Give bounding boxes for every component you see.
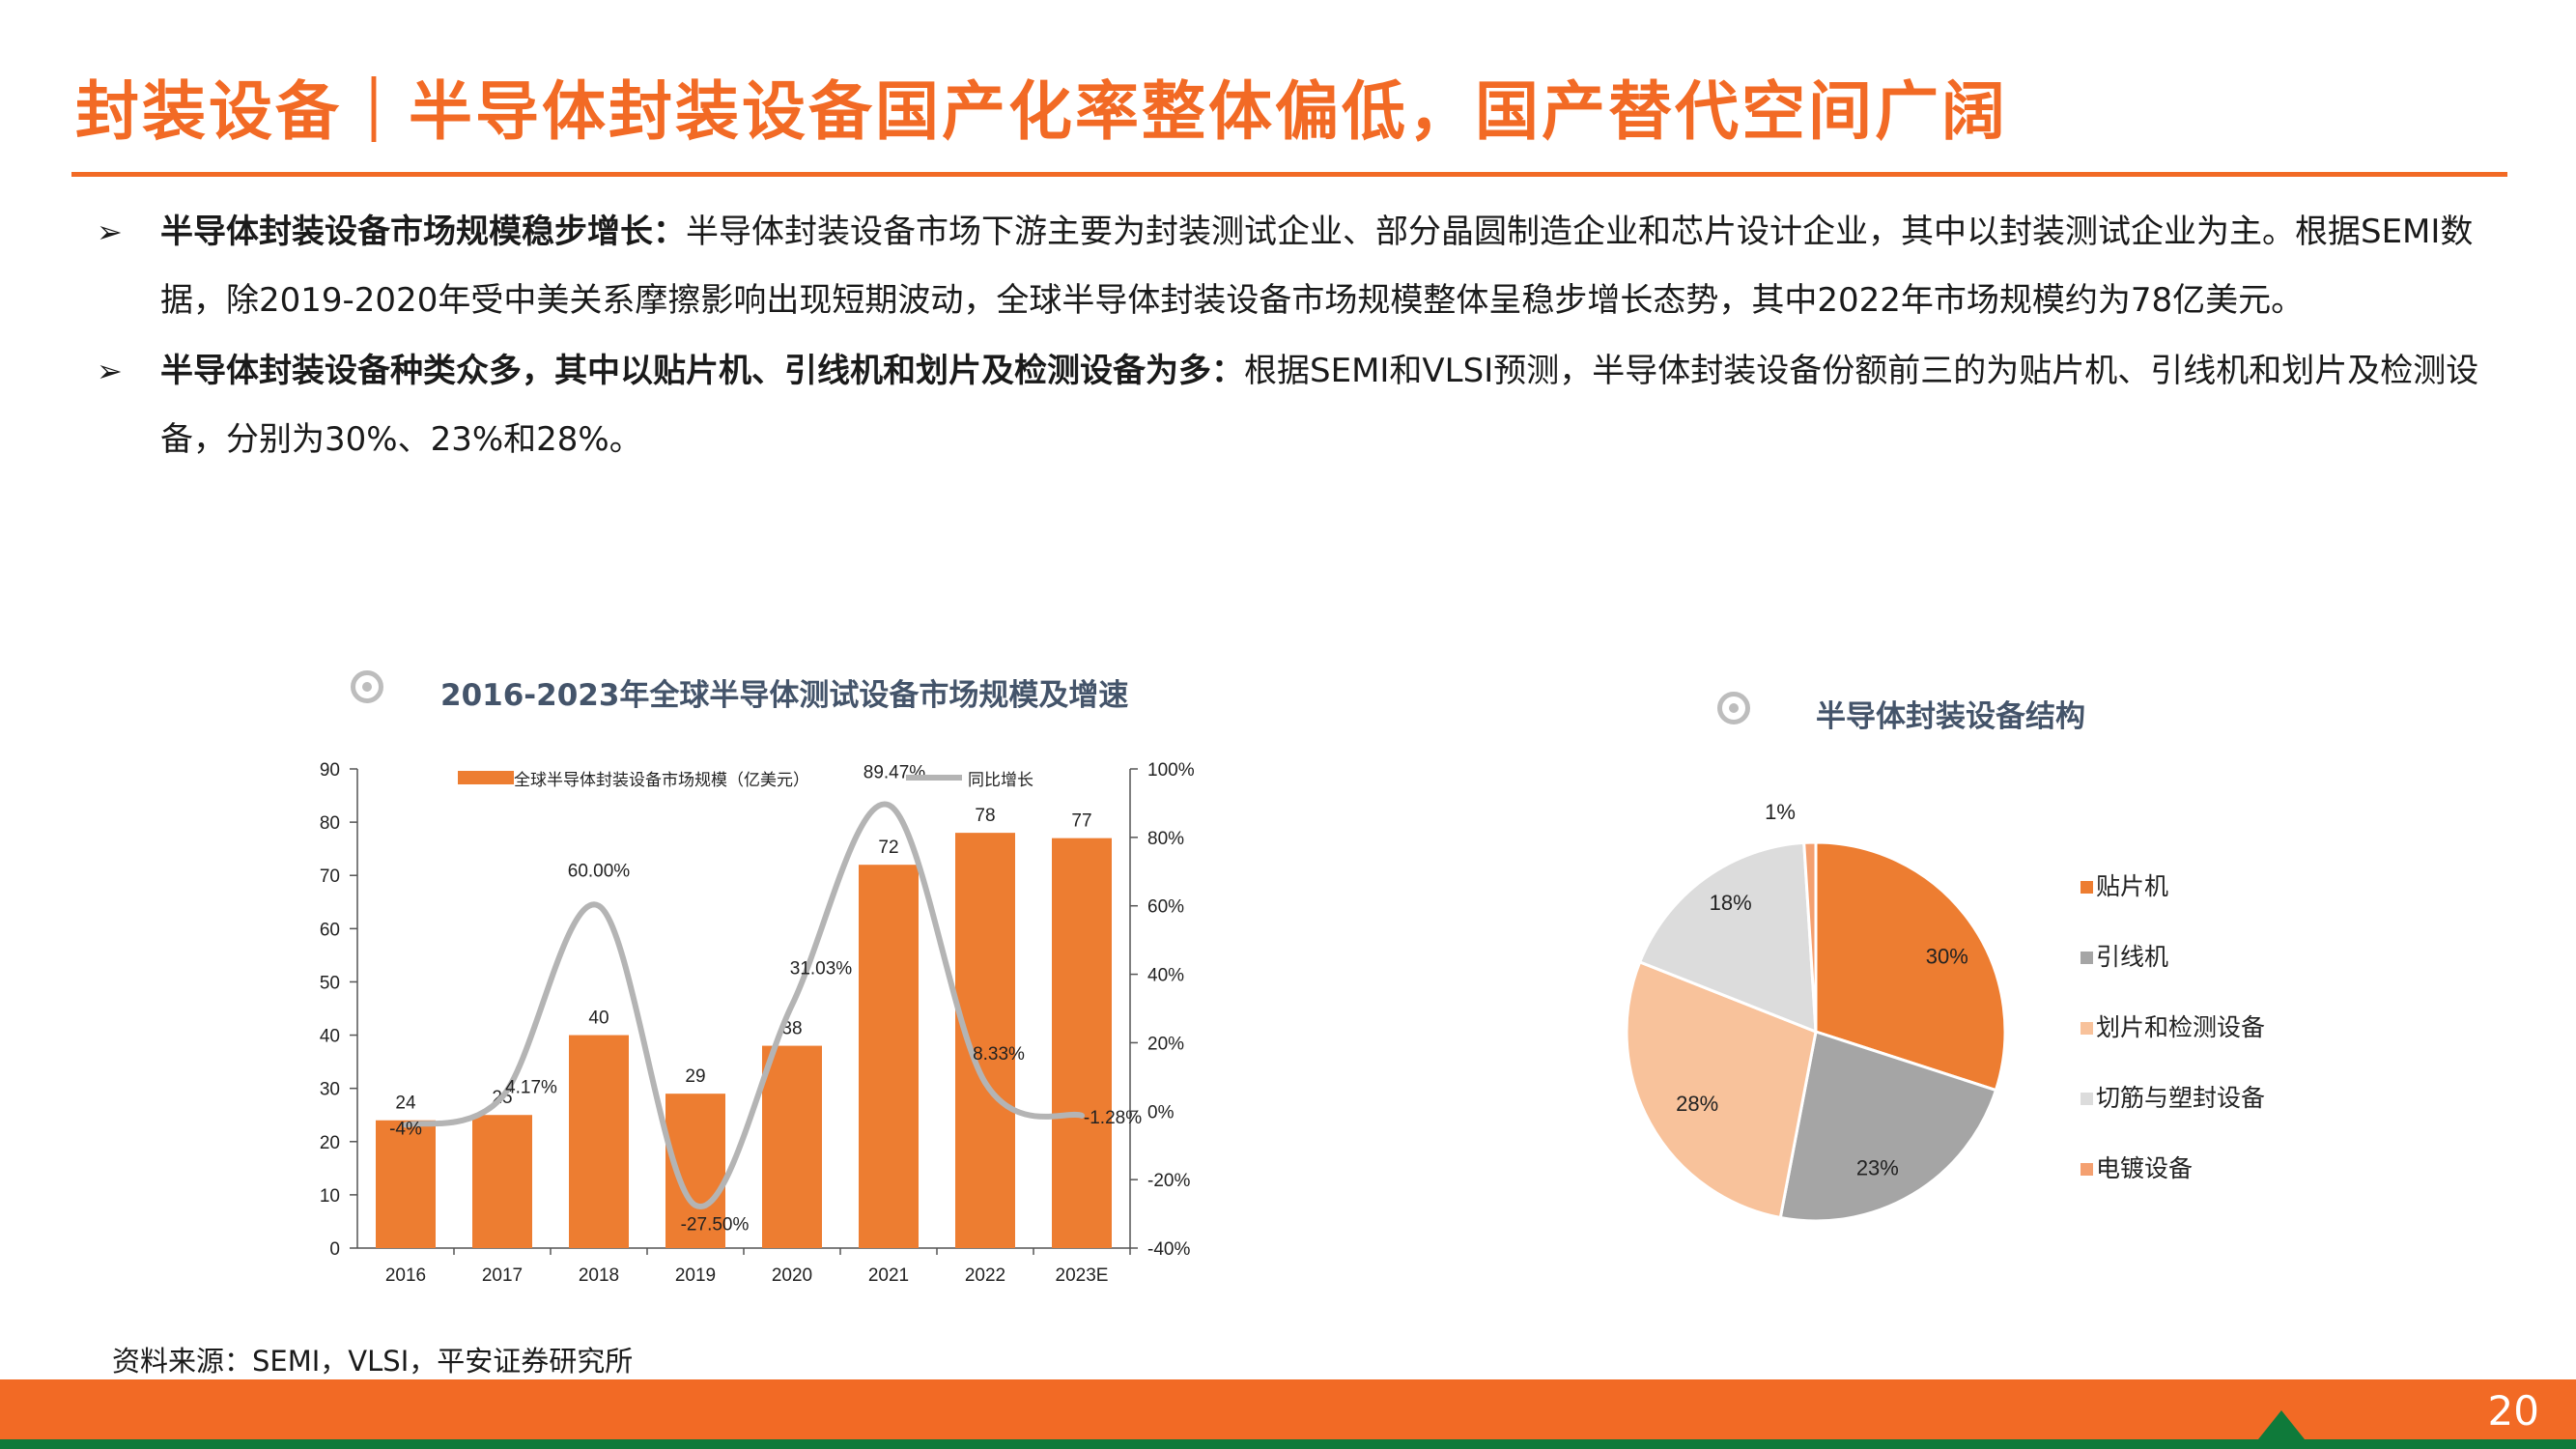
title-divider xyxy=(71,172,2507,177)
x-tick-label: 2020 xyxy=(772,1265,812,1285)
bar-value-label: 24 xyxy=(395,1094,416,1114)
x-tick-label: 2019 xyxy=(675,1265,716,1285)
bar xyxy=(376,1120,436,1248)
left-tick-label: 50 xyxy=(320,973,340,993)
right-tick-label: 20% xyxy=(1147,1034,1184,1054)
growth-value-label: -27.50% xyxy=(681,1215,750,1236)
right-tick-label: -40% xyxy=(1147,1239,1190,1260)
legend-line-label: 同比增长 xyxy=(968,771,1033,789)
right-tick-label: 100% xyxy=(1147,760,1195,781)
right-tick-label: 60% xyxy=(1147,897,1184,918)
pie-slice xyxy=(1778,1030,1998,1223)
bar-chart-title: 2016-2023年全球半导体测试设备市场规模及增速 xyxy=(440,678,1129,713)
bullet-heading: 半导体封装设备市场规模稳步增长： xyxy=(160,213,686,251)
left-tick-label: 30 xyxy=(320,1080,340,1100)
right-tick-label: -20% xyxy=(1147,1171,1190,1191)
x-tick-label: 2017 xyxy=(482,1265,523,1285)
legend-label: 引线机 xyxy=(2096,944,2168,971)
left-tick-label: 70 xyxy=(320,867,340,887)
bullet-item: ➢ 半导体封装设备市场规模稳步增长：半导体封装设备市场下游主要为封装测试企业、部… xyxy=(97,198,2492,335)
bullet-heading: 半导体封装设备种类众多，其中以贴片机、引线机和划片及检测设备为多： xyxy=(160,352,1244,390)
x-tick-label: 2016 xyxy=(385,1265,426,1285)
footer-bar xyxy=(0,1379,2576,1439)
growth-line xyxy=(403,801,1085,1209)
bullet-list: ➢ 半导体封装设备市场规模稳步增长：半导体封装设备市场下游主要为封装测试企业、部… xyxy=(97,198,2492,474)
pie-value-label: 1% xyxy=(1765,800,1796,824)
x-tick-label: 2023E xyxy=(1056,1265,1109,1285)
left-tick-label: 0 xyxy=(329,1239,340,1260)
page-title: 封装设备｜半导体封装设备国产化率整体偏低，国产替代空间广阔 xyxy=(75,74,2008,149)
source-note: 资料来源：SEMI，VLSI，平安证券研究所 xyxy=(112,1345,634,1378)
right-tick-label: 0% xyxy=(1147,1102,1175,1122)
pie-slice xyxy=(1637,840,1818,1035)
left-tick-label: 90 xyxy=(320,760,340,781)
growth-value-label: 31.03% xyxy=(790,958,853,979)
footer-stripe xyxy=(0,1439,2576,1449)
bar xyxy=(859,865,919,1248)
bullet-item: ➢ 半导体封装设备种类众多，其中以贴片机、引线机和划片及检测设备为多：根据SEM… xyxy=(97,337,2492,474)
x-tick-label: 2022 xyxy=(965,1265,1005,1285)
growth-value-label: 4.17% xyxy=(505,1078,557,1098)
logo-icon xyxy=(2258,1410,2305,1439)
bar xyxy=(955,833,1015,1248)
left-tick-label: 10 xyxy=(320,1186,340,1207)
x-tick-label: 2018 xyxy=(579,1265,619,1285)
bar xyxy=(1052,838,1112,1248)
pie-chart-title: 半导体封装设备结构 xyxy=(1816,699,2085,734)
chart-marker-icon xyxy=(351,670,383,703)
growth-value-label: 8.33% xyxy=(973,1044,1025,1065)
page-number: 20 xyxy=(2487,1387,2539,1435)
bullet-text: 半导体封装设备市场下游主要为封装测试企业、部分晶圆制造企业和芯片设计企业，其中以… xyxy=(160,213,2474,320)
legend-bar-label: 全球半导体封装设备市场规模（亿美元） xyxy=(514,771,809,789)
market-size-chart: 0 10 20 30 40 50 60 70 80 90 -40% -20% 0% 20% 40% 60% 80… xyxy=(320,760,1195,1285)
legend-swatch xyxy=(2081,1163,2093,1176)
growth-value-label: -1.28% xyxy=(1084,1108,1142,1128)
bar xyxy=(569,1035,629,1248)
bar-value-label: 40 xyxy=(588,1009,609,1029)
arrow-bullet-icon: ➢ xyxy=(97,353,123,389)
pie-value-label: 28% xyxy=(1676,1092,1718,1116)
x-tick-label: 2021 xyxy=(868,1265,909,1285)
bar xyxy=(472,1115,532,1248)
arrow-bullet-icon: ➢ xyxy=(97,213,123,250)
legend-label: 切筋与塑封设备 xyxy=(2096,1085,2265,1112)
legend-swatch xyxy=(2081,881,2093,894)
pie-value-label: 30% xyxy=(1926,945,1968,969)
bar xyxy=(762,1045,822,1248)
left-tick-label: 40 xyxy=(320,1027,340,1047)
right-tick-label: 80% xyxy=(1147,829,1184,849)
pie-value-label: 23% xyxy=(1856,1156,1899,1180)
growth-value-label: 60.00% xyxy=(568,862,631,882)
legend-swatch xyxy=(2081,952,2093,964)
legend-label: 划片和检测设备 xyxy=(2096,1014,2265,1041)
right-tick-label: 40% xyxy=(1147,966,1184,986)
chart-marker-icon xyxy=(1717,692,1750,724)
legend-swatch xyxy=(2081,1093,2093,1105)
left-tick-label: 20 xyxy=(320,1133,340,1153)
left-tick-label: 80 xyxy=(320,813,340,834)
bar-value-label: 78 xyxy=(975,806,995,826)
bar-value-label: 72 xyxy=(878,838,898,858)
legend-swatch xyxy=(2081,1022,2093,1035)
pie-slice xyxy=(1802,840,1818,1033)
growth-value-label: -4% xyxy=(389,1119,422,1139)
bar-value-label: 77 xyxy=(1071,811,1091,832)
legend-label: 贴片机 xyxy=(2096,873,2168,900)
left-tick-label: 60 xyxy=(320,920,340,940)
legend-bar-swatch xyxy=(458,771,514,784)
bullet-text: 根据SEMI和VLSI预测，半导体封装设备份额前三的为贴片机、引线机和划片及检测… xyxy=(160,352,2479,459)
legend-label: 电镀设备 xyxy=(2096,1155,2193,1182)
pie-value-label: 18% xyxy=(1710,891,1752,915)
pie-slice xyxy=(1625,959,1818,1220)
bar-value-label: 29 xyxy=(685,1066,705,1087)
pie-slice xyxy=(1814,840,2007,1093)
